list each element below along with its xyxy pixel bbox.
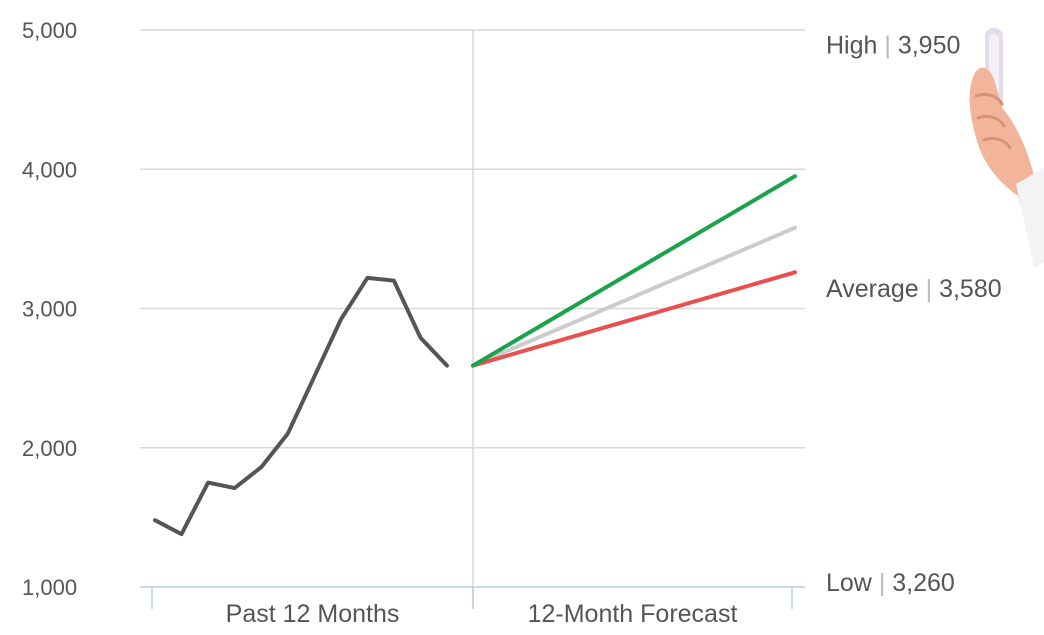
annotation-separator: | <box>919 275 939 303</box>
annotation-low: Low | 3,260 <box>826 569 955 597</box>
y-tick-label: 1,000 <box>22 575 77 600</box>
y-tick-label: 4,000 <box>22 157 77 182</box>
x-axis: Past 12 Months 12-Month Forecast <box>140 587 805 628</box>
y-tick-label: 2,000 <box>22 436 77 461</box>
annotation-value: 3,950 <box>898 31 961 59</box>
grid <box>140 30 805 609</box>
x-category-label: Past 12 Months <box>226 600 400 628</box>
y-tick-label: 3,000 <box>22 297 77 322</box>
y-axis: 1,000 2,000 3,000 4,000 5,000 <box>22 18 77 600</box>
y-tick-label: 5,000 <box>22 18 77 43</box>
annotation-average: Average | 3,580 <box>826 275 1002 303</box>
annotation-separator: | <box>877 31 897 59</box>
annotation-name: Low <box>826 569 873 597</box>
annotation-separator: | <box>872 569 892 597</box>
past-series-line <box>155 278 447 534</box>
annotation-name: High <box>826 31 877 59</box>
annotation-high: High | 3,950 <box>826 31 960 59</box>
forecast-line-high <box>473 176 795 365</box>
x-category-label: 12-Month Forecast <box>528 600 738 628</box>
forecast-line-low <box>473 272 795 365</box>
forecast-line-average <box>473 228 795 366</box>
annotation-value: 3,580 <box>939 275 1002 303</box>
annotation-value: 3,260 <box>892 569 955 597</box>
series-layer <box>155 176 795 534</box>
hand-holding-device-icon <box>970 28 1044 268</box>
annotation-name: Average <box>826 275 919 303</box>
